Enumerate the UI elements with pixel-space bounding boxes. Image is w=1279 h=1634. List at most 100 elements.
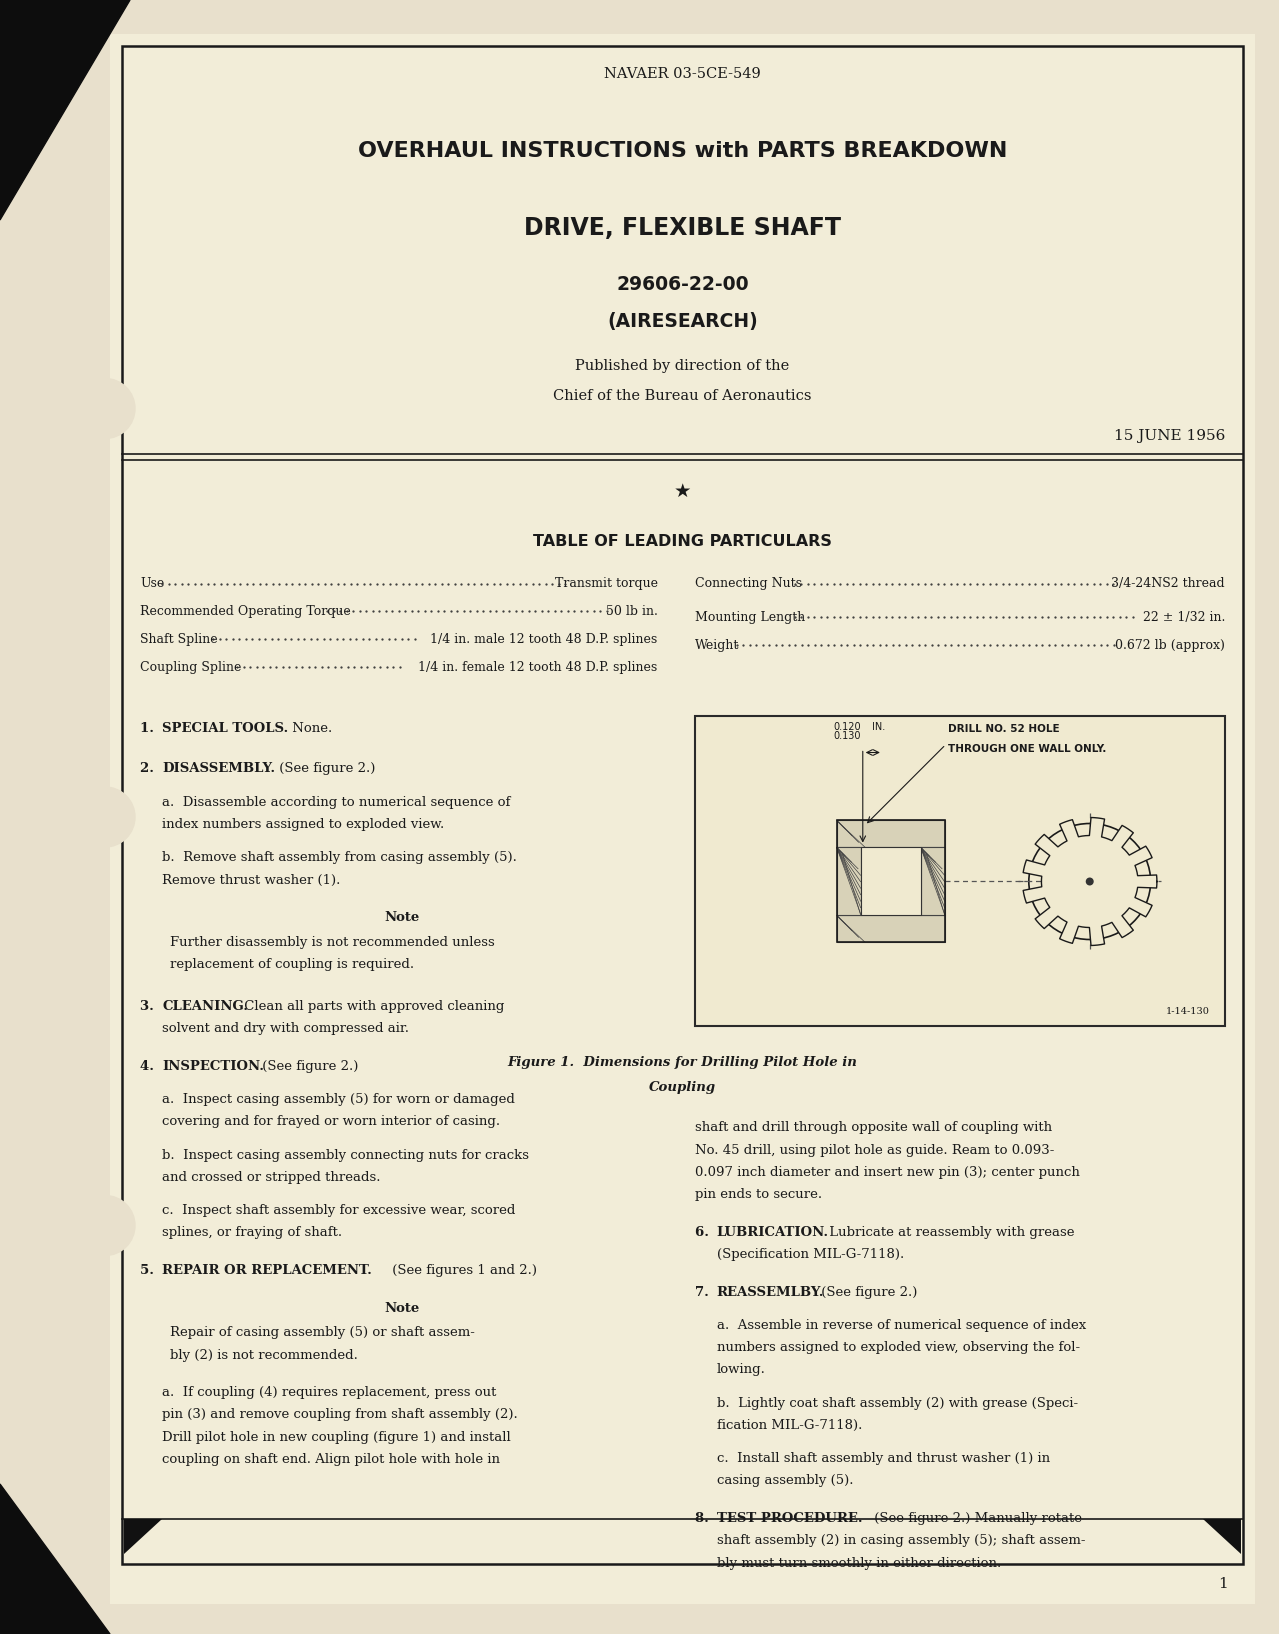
Bar [921,848,945,915]
Text: b.  Remove shaft assembly from casing assembly (5).: b. Remove shaft assembly from casing ass… [162,851,517,864]
Text: b.  Lightly coat shaft assembly (2) with grease (Speci-: b. Lightly coat shaft assembly (2) with … [716,1397,1078,1410]
Text: 0.097 inch diameter and insert new pin (3); center punch: 0.097 inch diameter and insert new pin (… [694,1167,1079,1178]
Text: NAVAER 03-5CE-549: NAVAER 03-5CE-549 [604,67,761,82]
Polygon shape [1023,817,1157,946]
Text: DRILL NO. 52 HOLE: DRILL NO. 52 HOLE [948,724,1059,735]
Text: index numbers assigned to exploded view.: index numbers assigned to exploded view. [162,819,444,832]
Text: Further disassembly is not recommended unless: Further disassembly is not recommended u… [170,936,495,949]
Bar [122,46,1243,1564]
Text: No. 45 drill, using pilot hole as guide. Ream to 0.093-: No. 45 drill, using pilot hole as guide.… [694,1144,1054,1157]
Text: Clean all parts with approved cleaning: Clean all parts with approved cleaning [240,1000,504,1013]
Text: lowing.: lowing. [716,1363,765,1376]
Text: numbers assigned to exploded view, observing the fol-: numbers assigned to exploded view, obser… [716,1342,1079,1355]
Text: 4.: 4. [139,1060,164,1074]
Text: TEST PROCEDURE.: TEST PROCEDURE. [716,1511,862,1525]
Text: Mounting Length: Mounting Length [694,611,804,624]
Text: DRIVE, FLEXIBLE SHAFT: DRIVE, FLEXIBLE SHAFT [524,216,842,240]
Text: (See figure 2.): (See figure 2.) [258,1060,358,1074]
Text: (See figure 2.) Manually rotate: (See figure 2.) Manually rotate [870,1511,1082,1525]
Text: Remove thrust washer (1).: Remove thrust washer (1). [162,874,340,887]
Text: 8.: 8. [694,1511,718,1525]
Text: 1.: 1. [139,722,164,735]
Polygon shape [0,1484,110,1634]
Text: 0.130: 0.130 [834,732,861,742]
Text: Chief of the Bureau of Aeronautics: Chief of the Bureau of Aeronautics [554,389,812,404]
Bar [836,820,945,943]
Text: Published by direction of the: Published by direction of the [576,359,789,373]
Text: casing assembly (5).: casing assembly (5). [716,1474,853,1487]
Text: Coupling: Coupling [648,1082,716,1093]
Text: 7.: 7. [694,1286,718,1299]
Text: 3/4-24NS2 thread: 3/4-24NS2 thread [1111,577,1225,590]
Text: (See figure 2.): (See figure 2.) [816,1286,917,1299]
Circle shape [75,1196,136,1255]
Text: Use: Use [139,577,164,590]
Text: pin (3) and remove coupling from shaft assembly (2).: pin (3) and remove coupling from shaft a… [162,1409,518,1422]
Text: 0.120: 0.120 [834,722,862,732]
Text: c.  Install shaft assembly and thrust washer (1) in: c. Install shaft assembly and thrust was… [716,1453,1050,1466]
Circle shape [1086,877,1094,886]
Text: Lubricate at reassembly with grease: Lubricate at reassembly with grease [825,1226,1074,1239]
Text: INSPECTION.: INSPECTION. [162,1060,263,1074]
Text: a.  Assemble in reverse of numerical sequence of index: a. Assemble in reverse of numerical sequ… [716,1319,1086,1332]
Text: Recommended Operating Torque: Recommended Operating Torque [139,605,350,618]
Text: 1-14-130: 1-14-130 [1166,1008,1210,1016]
Text: 29606-22-00: 29606-22-00 [616,275,748,294]
Text: fication MIL-G-7118).: fication MIL-G-7118). [716,1418,862,1431]
Bar [836,848,861,915]
Text: THROUGH ONE WALL ONLY.: THROUGH ONE WALL ONLY. [948,745,1106,755]
Bar [861,848,921,915]
Text: Figure 1.  Dimensions for Drilling Pilot Hole in: Figure 1. Dimensions for Drilling Pilot … [508,1057,857,1070]
Text: REPAIR OR REPLACEMENT.: REPAIR OR REPLACEMENT. [162,1265,372,1278]
Text: 6.: 6. [694,1226,718,1239]
Text: shaft and drill through opposite wall of coupling with: shaft and drill through opposite wall of… [694,1121,1051,1134]
Text: Transmit torque: Transmit torque [555,577,657,590]
Text: 1/4 in. female 12 tooth 48 D.P. splines: 1/4 in. female 12 tooth 48 D.P. splines [418,662,657,673]
Text: (Specification MIL-G-7118).: (Specification MIL-G-7118). [716,1248,904,1261]
Text: (See figure 2.): (See figure 2.) [275,763,375,776]
Text: pin ends to secure.: pin ends to secure. [694,1188,821,1201]
Text: None.: None. [288,722,333,735]
Text: Drill pilot hole in new coupling (figure 1) and install: Drill pilot hole in new coupling (figure… [162,1431,510,1444]
Text: solvent and dry with compressed air.: solvent and dry with compressed air. [162,1023,409,1036]
Text: Note: Note [385,1302,420,1315]
Text: 3.: 3. [139,1000,164,1013]
Text: SPECIAL TOOLS.: SPECIAL TOOLS. [162,722,288,735]
Text: (See figures 1 and 2.): (See figures 1 and 2.) [388,1265,537,1278]
Text: replacement of coupling is required.: replacement of coupling is required. [170,958,414,971]
Text: 5.: 5. [139,1265,164,1278]
Text: Connecting Nuts: Connecting Nuts [694,577,802,590]
Text: bly must turn smoothly in either direction.: bly must turn smoothly in either directi… [716,1557,1000,1570]
Polygon shape [0,0,130,221]
Text: coupling on shaft end. Align pilot hole with hole in: coupling on shaft end. Align pilot hole … [162,1453,500,1466]
Bar [694,716,1225,1026]
Text: covering and for frayed or worn interior of casing.: covering and for frayed or worn interior… [162,1116,500,1129]
Polygon shape [1204,1520,1241,1554]
Text: bly (2) is not recommended.: bly (2) is not recommended. [170,1348,358,1361]
Text: 50 lb in.: 50 lb in. [606,605,657,618]
Text: LUBRICATION.: LUBRICATION. [716,1226,829,1239]
Text: 1: 1 [1219,1577,1228,1592]
Text: splines, or fraying of shaft.: splines, or fraying of shaft. [162,1227,341,1240]
Text: 2.: 2. [139,763,164,776]
Text: Weight: Weight [694,639,739,652]
Text: 22 ± 1/32 in.: 22 ± 1/32 in. [1142,611,1225,624]
Text: shaft assembly (2) in casing assembly (5); shaft assem-: shaft assembly (2) in casing assembly (5… [716,1534,1085,1547]
Bar [836,820,945,848]
Text: 15 JUNE 1956: 15 JUNE 1956 [1114,430,1225,443]
Text: REASSEMLBY.: REASSEMLBY. [716,1286,824,1299]
Text: (AIRESEARCH): (AIRESEARCH) [608,312,758,330]
Text: a.  If coupling (4) requires replacement, press out: a. If coupling (4) requires replacement,… [162,1386,496,1399]
Text: Repair of casing assembly (5) or shaft assem-: Repair of casing assembly (5) or shaft a… [170,1327,475,1340]
Text: ★: ★ [674,482,691,502]
Text: and crossed or stripped threads.: and crossed or stripped threads. [162,1172,380,1185]
Text: Note: Note [385,912,420,925]
Polygon shape [124,1520,162,1554]
Text: Shaft Spline: Shaft Spline [139,632,217,645]
Text: 0.672 lb (approx): 0.672 lb (approx) [1115,639,1225,652]
Text: Coupling Spline: Coupling Spline [139,662,242,673]
Text: b.  Inspect casing assembly connecting nuts for cracks: b. Inspect casing assembly connecting nu… [162,1149,530,1162]
Text: c.  Inspect shaft assembly for excessive wear, scored: c. Inspect shaft assembly for excessive … [162,1204,515,1217]
Circle shape [75,788,136,846]
Text: OVERHAUL INSTRUCTIONS with PARTS BREAKDOWN: OVERHAUL INSTRUCTIONS with PARTS BREAKDO… [358,141,1007,162]
